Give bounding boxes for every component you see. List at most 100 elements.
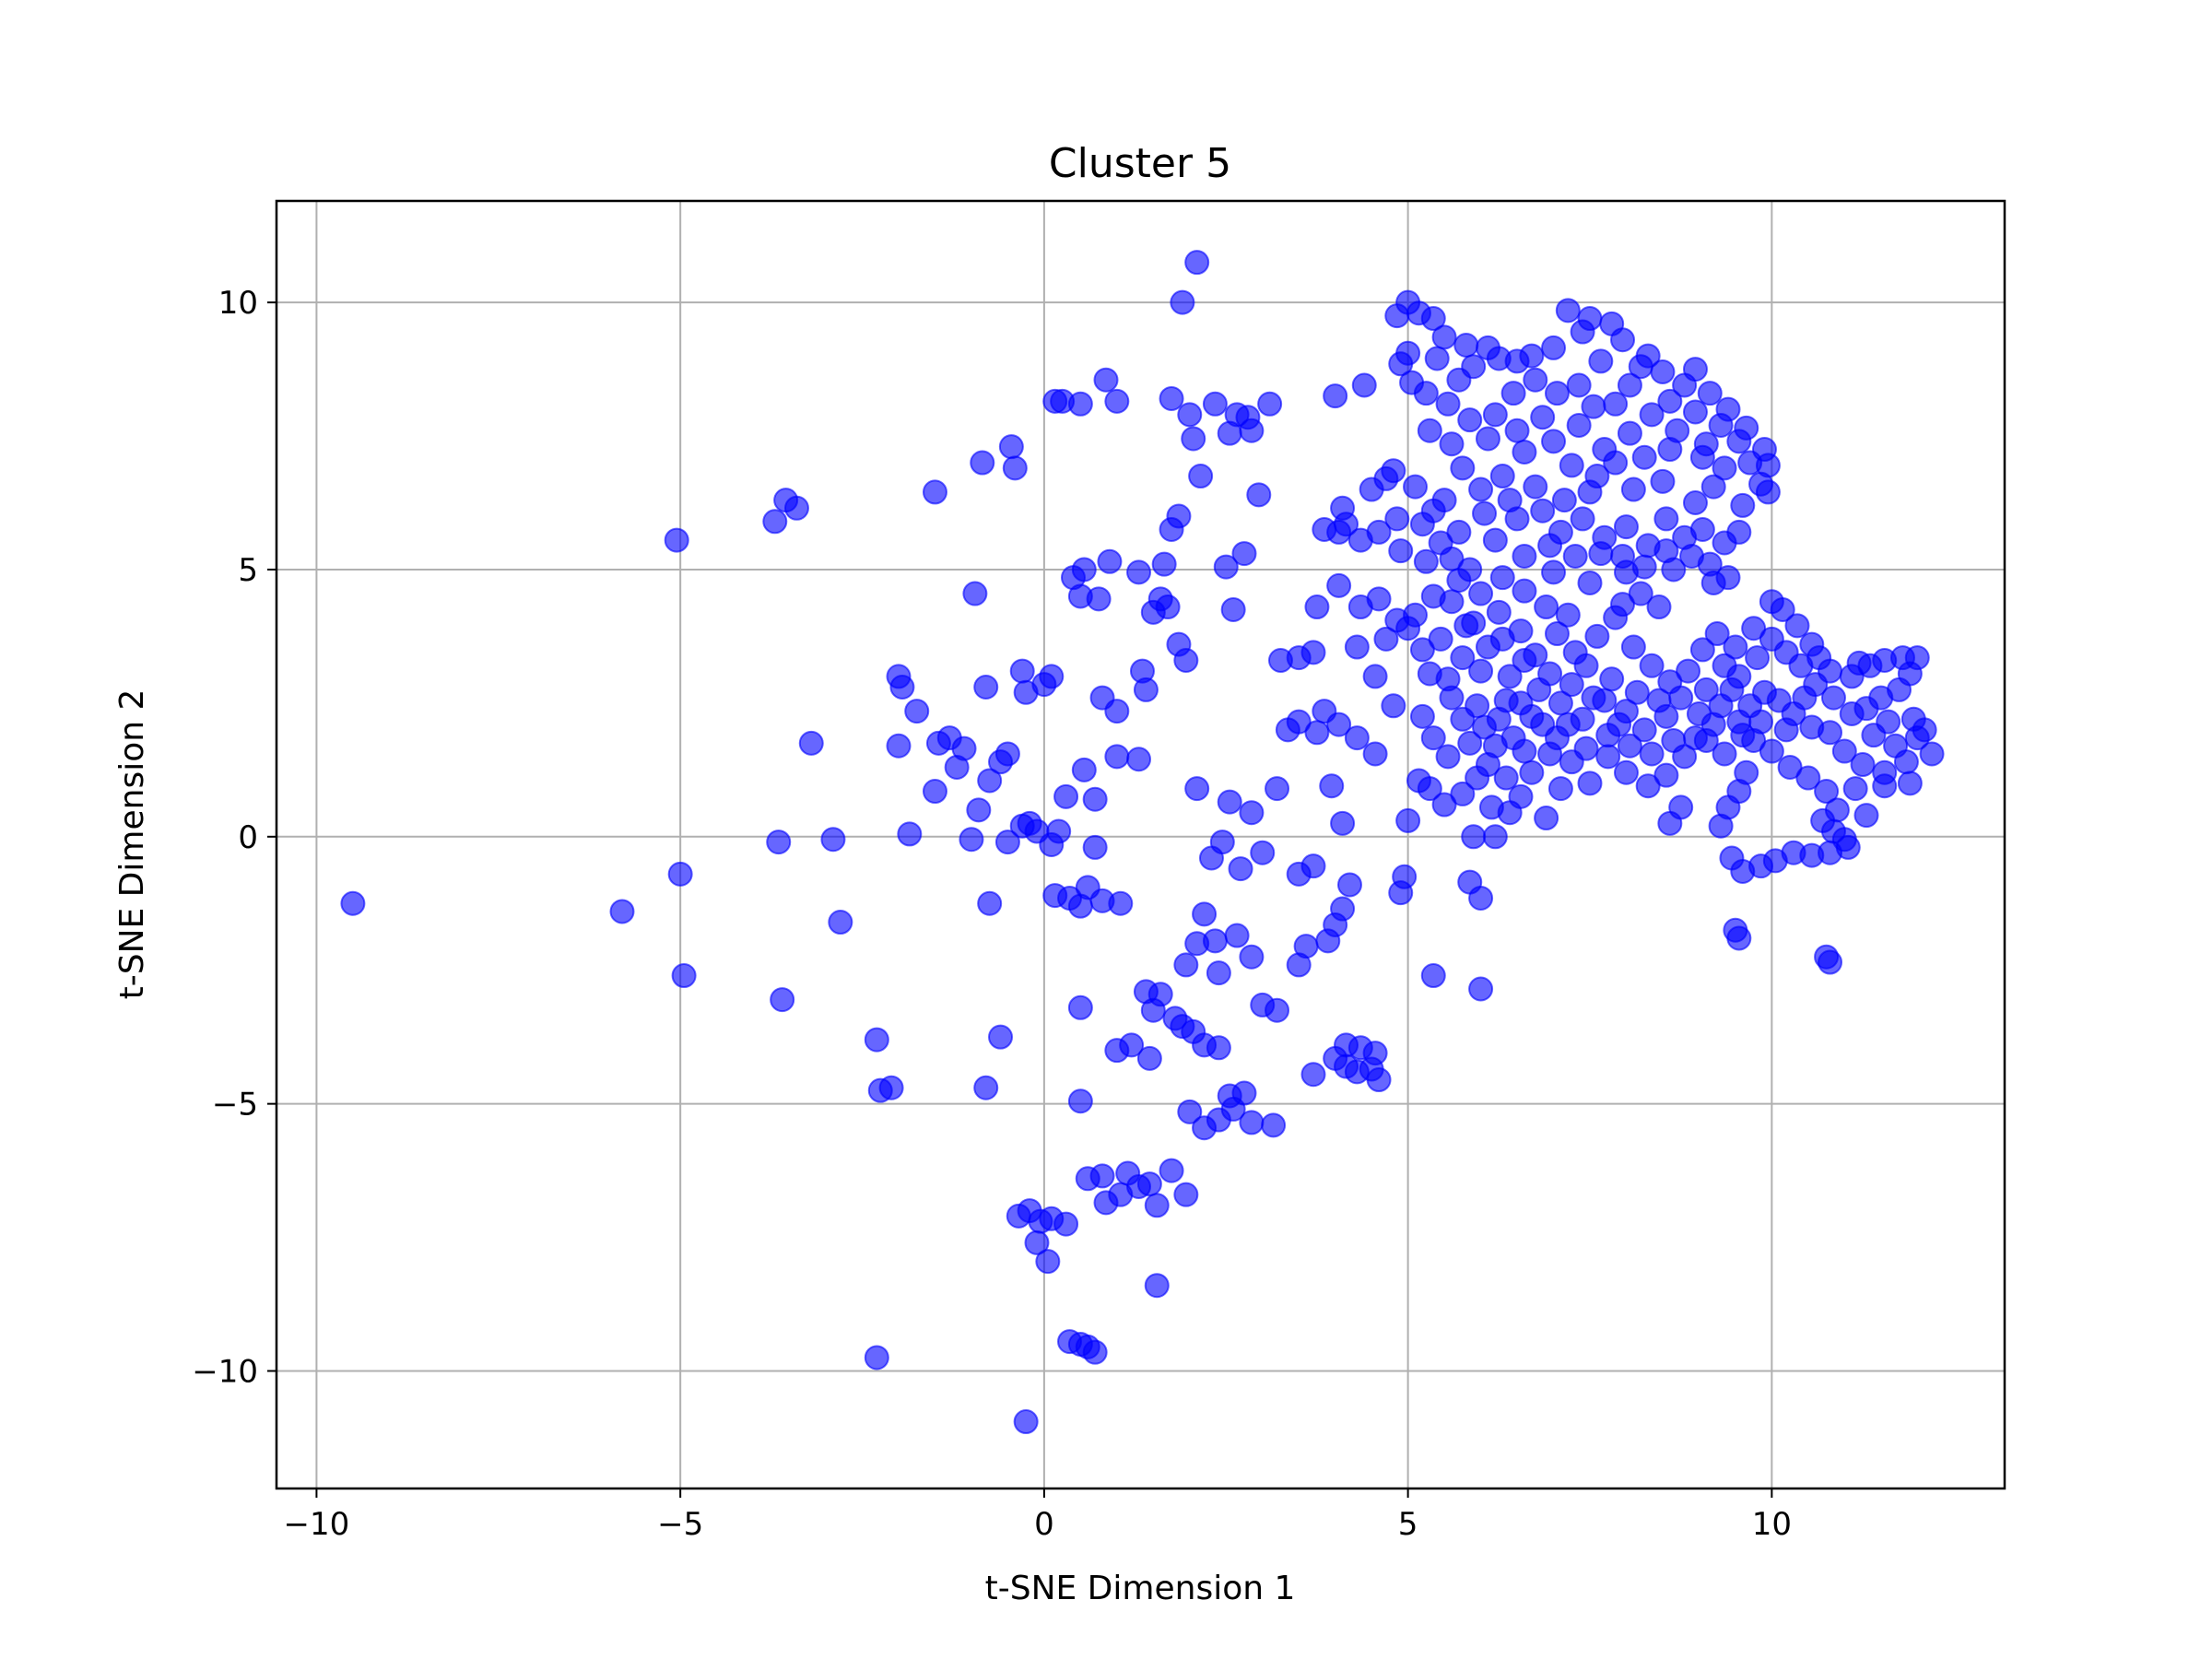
scatter-point bbox=[1144, 1273, 1170, 1299]
scatter-point bbox=[1584, 623, 1610, 649]
scatter-point bbox=[966, 797, 992, 823]
scatter-point bbox=[1330, 810, 1356, 836]
scatter-point bbox=[1166, 503, 1192, 529]
scatter-point bbox=[959, 827, 984, 853]
scatter-point bbox=[1439, 589, 1465, 615]
scatter-point bbox=[922, 779, 947, 805]
scatter-point bbox=[1039, 664, 1065, 689]
scatter-point bbox=[1475, 426, 1500, 452]
x-tick-label: 5 bbox=[1398, 1506, 1418, 1543]
scatter-point bbox=[340, 890, 366, 916]
scatter-point bbox=[1192, 901, 1218, 927]
scatter-point bbox=[1537, 533, 1563, 559]
scatter-point bbox=[1700, 712, 1726, 737]
scatter-point bbox=[1646, 594, 1672, 620]
scatter-point bbox=[1726, 519, 1752, 545]
chart-title: Cluster 5 bbox=[1049, 140, 1231, 187]
scatter-point bbox=[1508, 783, 1534, 809]
x-tick-label: −10 bbox=[284, 1506, 350, 1543]
scatter-point bbox=[1184, 776, 1210, 802]
scatter-point bbox=[1595, 744, 1621, 770]
scatter-point bbox=[1504, 418, 1530, 443]
scatter-point bbox=[962, 581, 988, 606]
scatter-point bbox=[1555, 602, 1581, 628]
scatter-point bbox=[1228, 856, 1253, 882]
scatter-point bbox=[1700, 474, 1726, 500]
scatter-point bbox=[994, 741, 1020, 767]
scatter-point bbox=[1170, 289, 1195, 315]
scatter-point bbox=[1682, 490, 1708, 516]
scatter-point bbox=[1351, 372, 1377, 398]
scatter-point bbox=[1239, 944, 1265, 970]
scatter-point bbox=[1689, 516, 1715, 542]
scatter-point bbox=[1570, 506, 1595, 532]
scatter-point bbox=[1631, 717, 1657, 743]
scatter-point bbox=[1086, 586, 1112, 612]
scatter-point bbox=[1067, 994, 1093, 1020]
scatter-point bbox=[1497, 664, 1523, 689]
scatter-point bbox=[1053, 1211, 1079, 1237]
scatter-point bbox=[1067, 1088, 1093, 1114]
scatter-point bbox=[1704, 621, 1730, 647]
scatter-point bbox=[1719, 677, 1745, 702]
scatter-point bbox=[1420, 498, 1446, 524]
scatter-point bbox=[1319, 773, 1345, 799]
scatter-point bbox=[1530, 498, 1556, 524]
scatter-point bbox=[1755, 453, 1781, 478]
scatter-point bbox=[1104, 699, 1130, 724]
scatter-point bbox=[1067, 391, 1093, 417]
scatter-point bbox=[1792, 685, 1818, 711]
scatter-point bbox=[1231, 1080, 1257, 1106]
scatter-point bbox=[1551, 488, 1577, 513]
scatter-point bbox=[1347, 527, 1373, 553]
scatter-point bbox=[1202, 391, 1228, 417]
y-tick-label: −5 bbox=[212, 1087, 258, 1124]
scatter-point bbox=[1468, 581, 1494, 606]
scatter-point bbox=[1046, 818, 1072, 844]
scatter-point bbox=[1126, 559, 1152, 585]
scatter-point bbox=[1071, 557, 1097, 582]
scatter-point bbox=[1818, 949, 1843, 975]
scatter-point bbox=[1136, 1045, 1162, 1071]
scatter-point bbox=[973, 674, 999, 700]
scatter-point bbox=[1239, 418, 1265, 443]
scatter-point bbox=[1344, 634, 1370, 660]
scatter-point bbox=[1682, 725, 1708, 751]
scatter-point bbox=[1610, 592, 1636, 618]
scatter-point bbox=[1712, 741, 1737, 767]
scatter-point bbox=[1159, 1158, 1184, 1183]
scatter-point bbox=[1468, 976, 1494, 1002]
scatter-point bbox=[1741, 727, 1767, 753]
scatter-point bbox=[1493, 688, 1519, 713]
scatter-point bbox=[1657, 437, 1683, 463]
scatter-point bbox=[1624, 679, 1650, 705]
scatter-point bbox=[1450, 706, 1476, 732]
scatter-point bbox=[1140, 997, 1166, 1023]
y-tick-label: −10 bbox=[192, 1353, 258, 1390]
axis-ticks bbox=[267, 301, 1773, 1498]
scatter-point bbox=[1661, 727, 1687, 753]
scatter-point bbox=[1497, 488, 1523, 513]
scatter-point bbox=[770, 987, 795, 1013]
scatter-point bbox=[1399, 370, 1425, 395]
scatter-point bbox=[1599, 666, 1625, 692]
scatter-point bbox=[1384, 506, 1410, 532]
scatter-point bbox=[1715, 396, 1741, 422]
scatter-point bbox=[1566, 372, 1592, 398]
scatter-point bbox=[1024, 1230, 1050, 1255]
scatter-point bbox=[1104, 388, 1130, 414]
scatter-point bbox=[1250, 840, 1276, 865]
scatter-point bbox=[1595, 723, 1621, 748]
scatter-point bbox=[1304, 720, 1330, 746]
scatter-point bbox=[1839, 700, 1865, 726]
scatter-point bbox=[1468, 658, 1494, 684]
scatter-point bbox=[1009, 813, 1035, 839]
scatter-point bbox=[1544, 381, 1570, 406]
scatter-point bbox=[1435, 744, 1461, 770]
scatter-point bbox=[1676, 658, 1701, 684]
scatter-point bbox=[1173, 952, 1199, 978]
scatter-point bbox=[977, 768, 1003, 794]
scatter-point bbox=[988, 1024, 1014, 1050]
scatter-point bbox=[1104, 744, 1130, 770]
scatter-point bbox=[1431, 792, 1457, 818]
